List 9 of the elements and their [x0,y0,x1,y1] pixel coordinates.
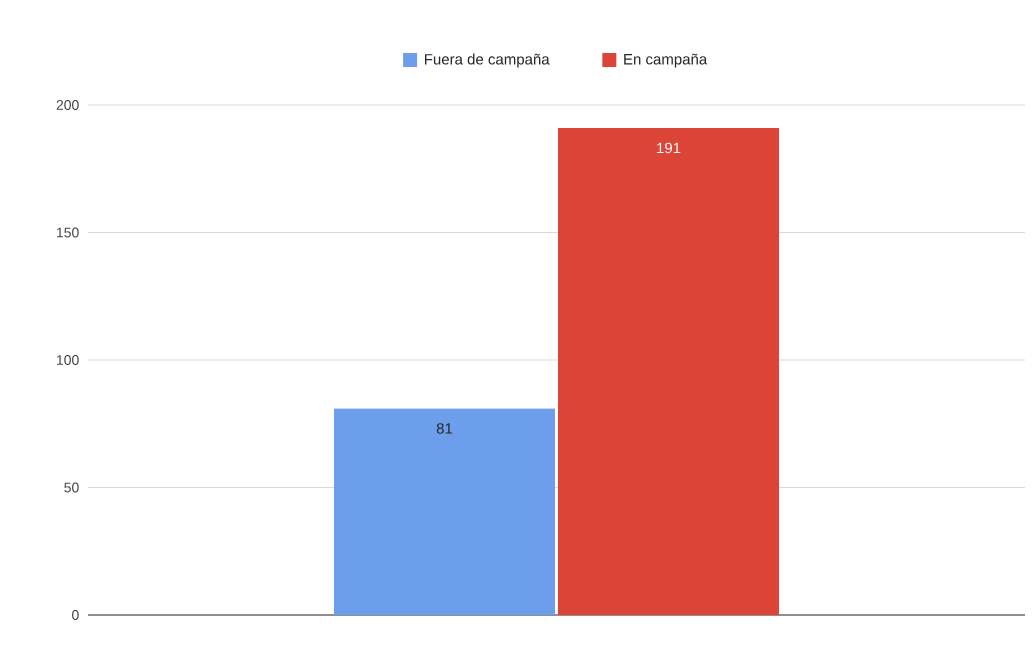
y-tick-label: 50 [64,482,79,493]
data-label: 191 [657,142,681,154]
y-tick-label: 200 [56,100,79,110]
y-tick-label: 100 [57,355,79,365]
legend-label: En campaña [624,53,708,68]
legend-label: Fuera de campaña [425,53,550,68]
y-tick-label: 0 [72,610,79,620]
data-label: 81 [436,423,453,434]
y-tick-label: 150 [57,227,79,238]
